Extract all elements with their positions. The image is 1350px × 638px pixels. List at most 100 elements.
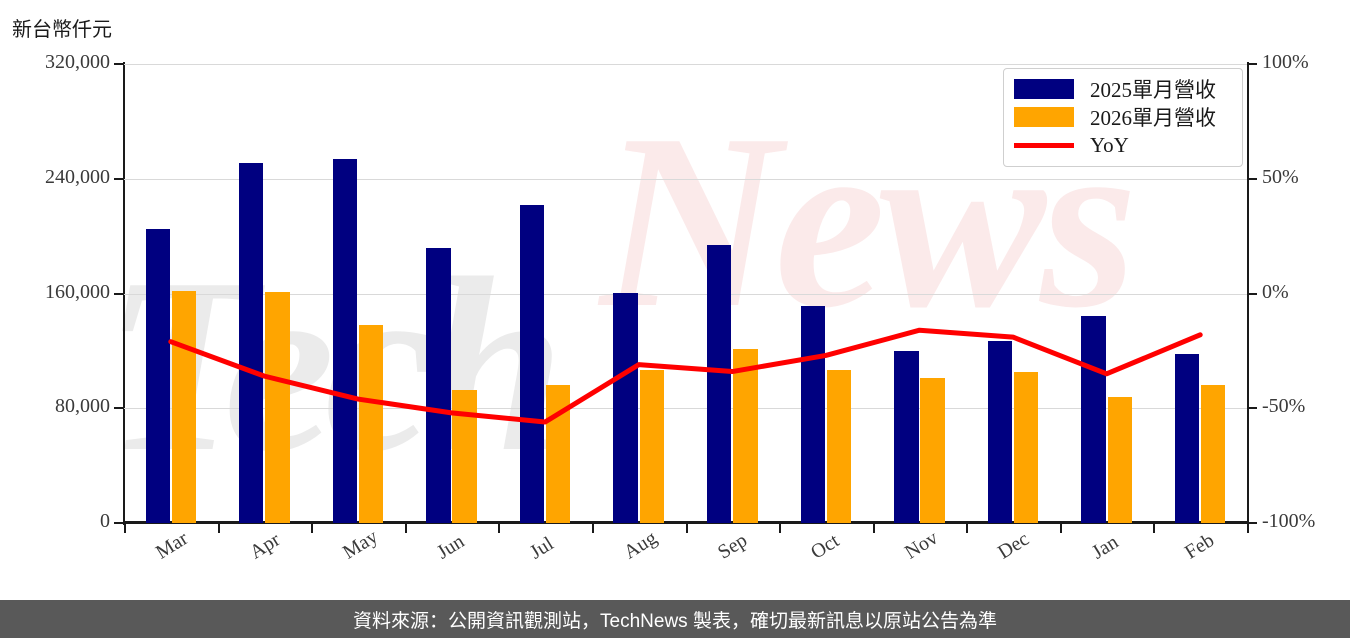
bar-2026[interactable] bbox=[358, 325, 384, 523]
y-axis-right-label: -100% bbox=[1262, 510, 1316, 532]
bar-2025[interactable] bbox=[145, 228, 170, 523]
bar-2026[interactable] bbox=[1107, 396, 1132, 523]
bar-group bbox=[124, 64, 1247, 523]
y-axis-left-tick bbox=[114, 63, 123, 65]
x-axis-tick bbox=[1059, 523, 1062, 533]
x-axis-label: Oct bbox=[807, 529, 844, 564]
bar-group bbox=[124, 64, 1247, 523]
bar-group bbox=[124, 64, 1247, 523]
gridline bbox=[124, 64, 1247, 65]
y-axis-left-label: 240,000 bbox=[45, 165, 110, 188]
gridline bbox=[124, 293, 1247, 295]
y-axis-right-label: 50% bbox=[1262, 165, 1299, 188]
legend-label: 2025單月營收 bbox=[1090, 78, 1216, 102]
y-axis-right-label: 100% bbox=[1262, 51, 1309, 73]
y-axis-left-label: 160,000 bbox=[45, 280, 110, 303]
bar-2025[interactable] bbox=[519, 204, 545, 523]
legend-swatch-yoy-icon bbox=[1014, 135, 1074, 155]
bar-group bbox=[124, 64, 1247, 523]
y-axis-title: 新台幣仟元 bbox=[12, 19, 112, 41]
gridline bbox=[124, 178, 1247, 180]
y-axis-left-tick bbox=[114, 177, 123, 180]
bar-2026[interactable] bbox=[639, 369, 664, 523]
x-axis-label: Aug bbox=[619, 526, 661, 564]
bar-group bbox=[124, 64, 1247, 523]
y-axis-left-tick bbox=[114, 407, 123, 410]
y-axis-left-tick bbox=[114, 292, 123, 295]
bar-2025[interactable] bbox=[426, 247, 451, 523]
gridline bbox=[124, 408, 1247, 410]
x-axis-tick bbox=[404, 523, 407, 533]
x-axis-label: May bbox=[339, 525, 382, 564]
y-axis-right-tick bbox=[1248, 177, 1257, 180]
x-axis-line bbox=[123, 521, 1249, 524]
y-axis-right-tick bbox=[1248, 407, 1257, 410]
yoy-line-series bbox=[168, 327, 1203, 425]
legend-swatch-2026-icon bbox=[1014, 107, 1074, 127]
x-axis-tick bbox=[311, 523, 314, 533]
bar-group bbox=[124, 64, 1247, 523]
bar-2025[interactable] bbox=[613, 292, 638, 523]
bar-2026[interactable] bbox=[265, 292, 290, 523]
bar-2025[interactable] bbox=[1174, 353, 1200, 523]
legend-item[interactable]: 2026單月營收 bbox=[1014, 103, 1232, 131]
bar-group bbox=[124, 64, 1247, 523]
bar-2026[interactable] bbox=[920, 378, 945, 523]
x-axis-label: Apr bbox=[245, 528, 284, 564]
y-axis-right-label: 0% bbox=[1262, 280, 1289, 303]
legend-swatch-2025-icon bbox=[1014, 79, 1074, 99]
bar-2025[interactable] bbox=[239, 162, 264, 523]
x-axis-label: Jan bbox=[1087, 530, 1123, 564]
x-axis-label: Feb bbox=[1181, 529, 1219, 564]
bar-group bbox=[124, 64, 1247, 523]
plot-area bbox=[124, 64, 1247, 523]
y-axis-left-label: 320,000 bbox=[45, 51, 110, 73]
bar-2026[interactable] bbox=[1201, 385, 1226, 523]
legend-item[interactable]: 2025單月營收 bbox=[1014, 75, 1232, 103]
bar-group-container bbox=[124, 64, 1247, 523]
y-axis-left-tick bbox=[114, 522, 123, 524]
x-axis-label: Mar bbox=[152, 527, 192, 564]
legend-item[interactable]: YoY bbox=[1014, 131, 1232, 159]
bar-2025[interactable] bbox=[894, 350, 919, 523]
x-axis-tick bbox=[124, 523, 126, 533]
bar-group bbox=[124, 64, 1247, 523]
y-axis-right-tick bbox=[1248, 522, 1257, 524]
x-axis-label: Nov bbox=[900, 526, 942, 564]
bar-2025[interactable] bbox=[800, 306, 825, 523]
bar-2025[interactable] bbox=[707, 244, 732, 523]
x-axis-label: Sep bbox=[713, 529, 751, 564]
y-axis-right-tick bbox=[1248, 292, 1257, 295]
y-axis-left-label: 0 bbox=[100, 510, 110, 532]
x-axis-label: Jun bbox=[432, 530, 469, 564]
bar-2026[interactable] bbox=[733, 349, 758, 523]
y-axis-right-label: -50% bbox=[1262, 395, 1306, 418]
bar-group bbox=[124, 64, 1247, 523]
legend: 2025單月營收 2026單月營收 YoY bbox=[1003, 68, 1243, 167]
x-axis-tick bbox=[779, 523, 782, 533]
y-axis-left-label: 80,000 bbox=[55, 395, 110, 418]
source-footer: 資料來源：公開資訊觀測站，TechNews 製表，確切最新訊息以原站公告為準 bbox=[0, 600, 1350, 638]
x-axis-tick bbox=[872, 523, 875, 533]
source-footer-text: 資料來源：公開資訊觀測站，TechNews 製表，確切最新訊息以原站公告為準 bbox=[353, 610, 997, 632]
x-axis-tick bbox=[498, 523, 501, 533]
bar-2026[interactable] bbox=[171, 290, 197, 523]
x-axis-label: Jul bbox=[526, 532, 558, 564]
bar-2026[interactable] bbox=[1013, 372, 1039, 523]
legend-label: YoY bbox=[1090, 132, 1129, 157]
y-axis-right-tick bbox=[1248, 63, 1257, 65]
bar-2025[interactable] bbox=[332, 158, 358, 523]
x-axis-tick bbox=[1247, 523, 1249, 533]
x-axis-tick bbox=[591, 523, 594, 533]
bar-2025[interactable] bbox=[1081, 316, 1106, 523]
x-axis-tick bbox=[966, 523, 969, 533]
x-axis-tick bbox=[685, 523, 688, 533]
bar-group bbox=[124, 64, 1247, 523]
x-axis-tick bbox=[1153, 523, 1156, 533]
bar-2025[interactable] bbox=[987, 340, 1013, 523]
x-axis-label: Dec bbox=[994, 527, 1034, 564]
x-axis-tick bbox=[217, 523, 220, 533]
legend-label: 2026單月營收 bbox=[1090, 106, 1216, 130]
bar-2026[interactable] bbox=[826, 369, 852, 523]
